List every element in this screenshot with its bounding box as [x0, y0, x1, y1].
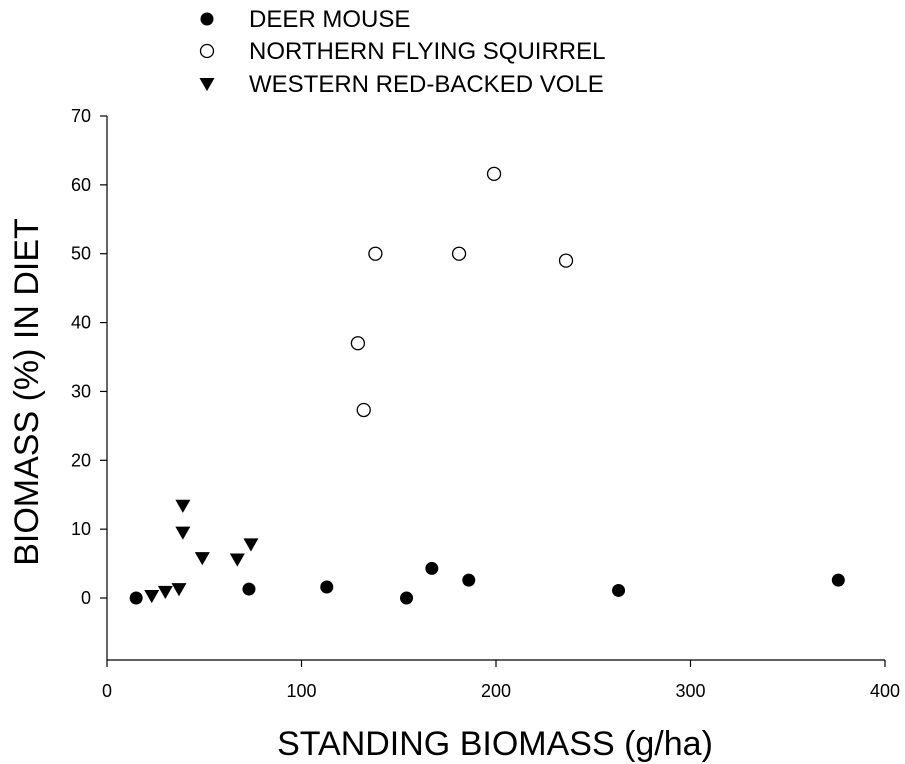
legend: DEER MOUSE NORTHERN FLYING SQUIRREL WESTER… [199, 6, 606, 98]
data-point-deer-mouse [242, 582, 256, 596]
y-tick-label: 50 [71, 244, 91, 264]
legend-marker [199, 78, 215, 92]
data-point-deer-mouse [129, 591, 143, 605]
x-tick-label: 400 [870, 681, 900, 701]
x-tick-label: 100 [286, 681, 316, 701]
data-point-deer-mouse [400, 591, 414, 605]
x-tick-label: 0 [102, 681, 112, 701]
legend-label: NORTHERN FLYING SQUIRREL [249, 38, 606, 65]
data-point-northern-flying-squirrel [558, 253, 574, 268]
data-point-northern-flying-squirrel [486, 166, 502, 181]
data-point-deer-mouse [831, 573, 845, 587]
data-point-western-red-backed-vole [171, 583, 187, 597]
data-point-deer-mouse [462, 573, 476, 587]
y-tick-label: 10 [71, 519, 91, 539]
data-point-northern-flying-squirrel [451, 246, 467, 261]
data-point-western-red-backed-vole [144, 589, 160, 604]
x-tick-label: 300 [675, 681, 705, 701]
legend-marker [200, 12, 214, 26]
legend-label: WESTERN RED-BACKED VOLE [249, 71, 604, 98]
data-points [129, 166, 845, 605]
data-point-western-red-backed-vole [243, 538, 259, 552]
data-point-western-red-backed-vole [175, 499, 191, 513]
data-point-deer-mouse [612, 583, 626, 597]
x-tick-label: 200 [481, 681, 511, 701]
data-point-northern-flying-squirrel [368, 246, 383, 261]
x-axis-title: STANDING BIOMASS (g/ha) [277, 725, 713, 763]
data-point-western-red-backed-vole [229, 553, 245, 567]
legend-label: DEER MOUSE [249, 6, 410, 33]
y-tick-label: 60 [71, 175, 91, 195]
data-point-northern-flying-squirrel [350, 336, 366, 351]
data-point-northern-flying-squirrel [356, 402, 371, 418]
data-point-western-red-backed-vole [157, 585, 173, 599]
data-point-deer-mouse [320, 580, 334, 594]
axes: 0 100 200 300 400 0 10 20 30 40 50 60 70 [71, 106, 900, 701]
legend-marker [199, 43, 215, 59]
y-axis-title: BIOMASS (%) IN DIET [8, 218, 46, 566]
y-tick-label: 70 [71, 106, 91, 126]
y-tick-label: 20 [71, 450, 91, 470]
y-tick-label: 40 [71, 313, 91, 333]
y-tick-label: 0 [81, 588, 91, 608]
y-tick-label: 30 [71, 381, 91, 401]
data-point-deer-mouse [425, 561, 439, 575]
data-point-western-red-backed-vole [194, 552, 210, 566]
data-point-western-red-backed-vole [175, 526, 191, 540]
